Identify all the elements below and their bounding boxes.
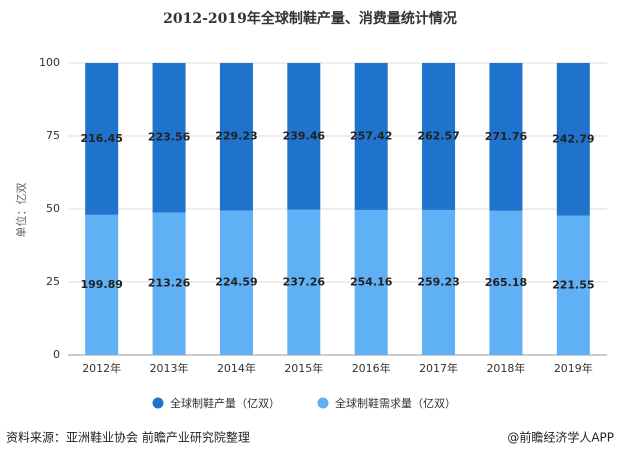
bar-segment [354, 63, 388, 210]
value-label: 262.57 [417, 129, 459, 142]
bar-segment [489, 210, 523, 355]
bar-segment [556, 215, 590, 355]
value-label: 223.56 [148, 131, 191, 144]
credit: @前瞻经济学人APP [507, 430, 614, 445]
x-tick-label: 2014年 [217, 361, 256, 375]
bar-segment [556, 63, 590, 216]
y-tick-label: 50 [46, 202, 60, 215]
bar-segment [85, 63, 119, 215]
value-label: 239.46 [283, 129, 326, 142]
value-label: 213.26 [148, 277, 191, 290]
value-label: 199.89 [80, 278, 122, 291]
x-tick-label: 2018年 [486, 361, 525, 375]
y-tick-label: 25 [46, 275, 60, 288]
value-label: 265.18 [485, 276, 527, 289]
value-label: 224.59 [215, 276, 257, 289]
y-tick-label: 75 [46, 129, 60, 142]
bar-segment [219, 210, 253, 355]
bar-segment [489, 63, 523, 211]
bar-segment [287, 63, 321, 210]
bar-segment [85, 214, 119, 355]
value-label: 221.55 [552, 278, 594, 291]
bar-segment [422, 209, 456, 355]
legend-label: 全球制鞋产量（亿双） [170, 396, 280, 410]
x-tick-label: 2016年 [352, 361, 391, 375]
value-label: 216.45 [80, 132, 122, 145]
bar-segment [287, 209, 321, 355]
x-tick-label: 2013年 [150, 361, 189, 375]
value-label: 259.23 [417, 275, 459, 288]
bar-segment [354, 209, 388, 355]
value-label: 257.42 [350, 129, 392, 142]
y-axis-label: 单位：亿双 [14, 183, 28, 238]
bar-segment [422, 63, 456, 210]
value-label: 237.26 [283, 275, 326, 288]
x-tick-label: 2012年 [82, 361, 121, 375]
legend-marker [317, 397, 329, 409]
value-label: 254.16 [350, 275, 393, 288]
value-label: 271.76 [485, 130, 528, 143]
legend-marker [152, 397, 164, 409]
value-label: 229.23 [215, 130, 257, 143]
bar-segment [219, 63, 253, 211]
x-tick-label: 2017年 [419, 361, 458, 375]
bar-segment [152, 63, 186, 213]
source: 资料来源：亚洲鞋业协会 前瞻产业研究院整理 [6, 430, 250, 445]
x-tick-label: 2019年 [554, 361, 593, 375]
y-tick-label: 0 [53, 348, 60, 361]
value-label: 242.79 [552, 132, 594, 145]
legend-label: 全球制鞋需求量（亿双） [335, 396, 456, 410]
y-tick-label: 100 [39, 56, 60, 69]
x-tick-label: 2015年 [284, 361, 323, 375]
chart-title: 2012-2019年全球制鞋产量、消费量统计情况 [163, 10, 457, 27]
bar-segment [152, 212, 186, 355]
